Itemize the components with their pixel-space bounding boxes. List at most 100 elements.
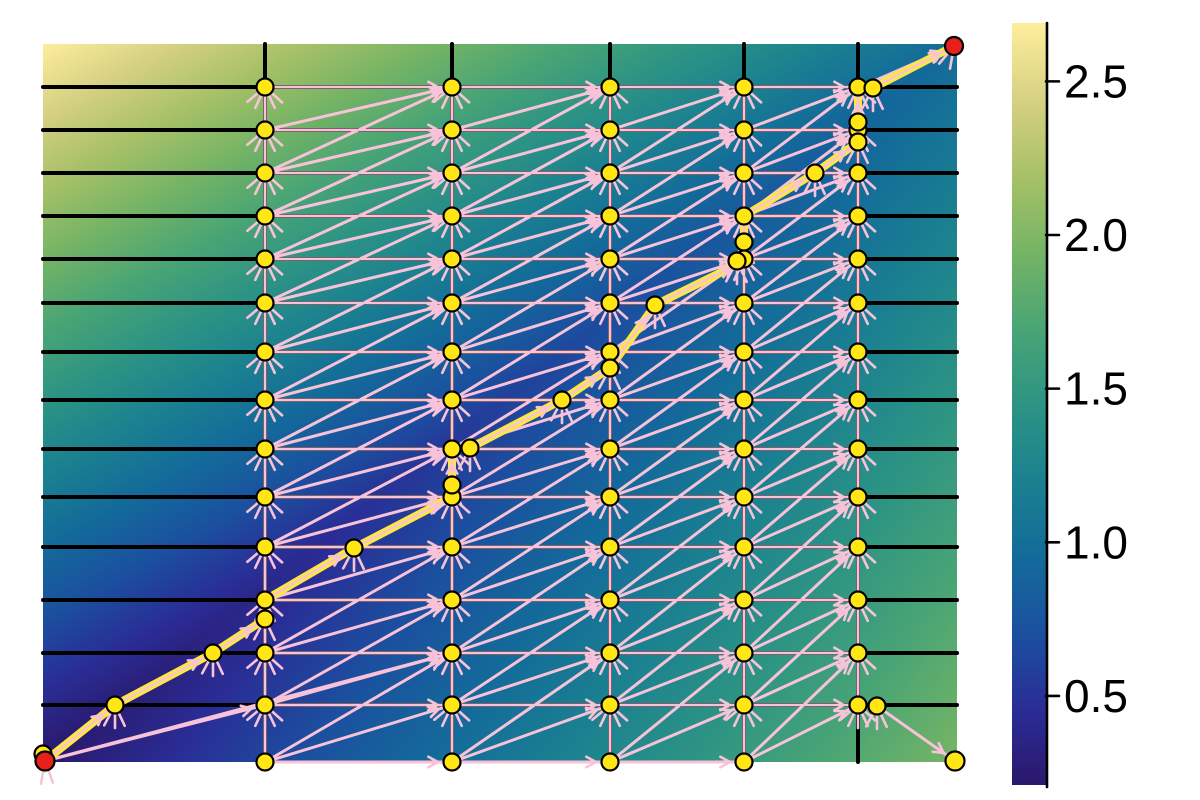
arrow-stub: [433, 657, 447, 670]
edge-arrowhead: [584, 303, 598, 309]
graph-edge: [263, 598, 454, 707]
arrow-stub: [863, 220, 877, 233]
arrow-stub: [725, 356, 739, 369]
graph-node: [863, 78, 883, 98]
edge-arrowhead: [834, 180, 849, 185]
graph-edge: [742, 257, 860, 354]
graph-node: [255, 206, 275, 226]
arrow-stub: [725, 220, 739, 233]
edge-arrowhead: [833, 703, 846, 712]
edge-arrowhead: [718, 216, 732, 222]
arrow-stub: [457, 404, 471, 417]
edge-arrowhead: [720, 504, 735, 509]
arrow-stub: [267, 711, 277, 728]
graph-node: [848, 293, 868, 313]
graph-edge: [608, 85, 746, 175]
arrow-stub: [860, 94, 871, 110]
edge-arrowhead: [584, 375, 598, 380]
arrow-stub: [863, 657, 877, 670]
edge-arrowhead: [842, 555, 850, 569]
edge-arrowhead: [719, 442, 732, 451]
graph-node: [442, 249, 462, 269]
arrow-stub: [860, 553, 870, 570]
arrow-stub: [875, 94, 885, 111]
edge-arrowhead: [584, 129, 598, 135]
arrow-stub: [615, 604, 629, 617]
arrow-stub: [846, 503, 856, 520]
graph-node: [600, 487, 620, 507]
arrow-stub: [270, 501, 284, 514]
graph-edge: [263, 301, 454, 402]
arrow-stub: [267, 222, 277, 239]
arrow-stub: [433, 307, 447, 320]
arrow-stub: [472, 454, 482, 471]
arrow-stub: [863, 307, 877, 320]
edge-arrowhead: [584, 497, 598, 503]
arrow-stub: [440, 222, 450, 239]
graph-edge: [608, 598, 746, 707]
arrow-stub: [549, 406, 560, 422]
arrow-stub: [270, 404, 284, 417]
graph-node: [600, 590, 620, 610]
arrow-stub: [246, 134, 260, 147]
graph-edge: [742, 545, 860, 655]
arrow-stub: [267, 503, 277, 520]
graph-edge: [608, 301, 746, 354]
graph-node: [600, 77, 620, 97]
arrow-stub: [598, 553, 608, 570]
arrow-stub: [267, 136, 277, 153]
arrow-stub: [440, 406, 450, 423]
edge-arrowhead: [719, 93, 734, 97]
graph-edge: [450, 598, 612, 707]
graph-edge: [608, 171, 746, 218]
edge-arrowhead: [429, 707, 440, 719]
arrow-stub: [591, 604, 605, 617]
graph-edge: [450, 495, 612, 549]
edge-arrowhead: [584, 215, 598, 221]
arrow-stub: [948, 53, 954, 70]
arrow-stub: [356, 554, 366, 571]
start-node: [34, 750, 56, 772]
arrow-stub: [440, 455, 450, 472]
edge-arrowhead: [429, 655, 440, 666]
arrow-stub: [863, 501, 877, 514]
edge-arrowhead: [718, 173, 732, 179]
edge-arrowhead: [191, 659, 201, 671]
arrow-stub: [457, 454, 468, 470]
graph-node: [848, 439, 868, 459]
edge-arrowhead: [427, 698, 440, 707]
arrow-stub: [457, 134, 471, 147]
graph-edge: [608, 85, 746, 132]
arrow-stub: [615, 263, 629, 276]
graph-edge: [742, 350, 860, 402]
graph-edge: [263, 257, 454, 354]
arrow-stub: [612, 606, 622, 623]
arrow-stub: [746, 406, 756, 423]
edge-arrowhead: [427, 442, 440, 451]
arrow-stub: [879, 712, 889, 729]
arrow-stub: [246, 453, 260, 466]
edge-arrowhead: [832, 403, 847, 407]
graph-node: [600, 439, 620, 459]
graph-edge: [263, 651, 454, 764]
arrow-stub: [454, 406, 464, 423]
edge-arrowhead: [242, 707, 253, 718]
arrow-stub: [732, 136, 742, 153]
arrow-stub: [746, 179, 756, 196]
edge-arrowhead: [833, 540, 846, 549]
edge-arrowhead: [427, 593, 440, 602]
arrow-stub: [246, 356, 260, 369]
arrow-stub: [440, 606, 450, 623]
arrow-stub: [839, 356, 853, 369]
arrow-stub: [267, 406, 277, 423]
arrow-stub: [246, 404, 260, 417]
edge-arrowhead: [718, 401, 733, 407]
arrow-stub: [739, 267, 749, 284]
edge-arrowhead: [426, 705, 440, 711]
graph-node: [442, 590, 462, 610]
edge-arrowhead: [426, 351, 440, 357]
arrow-stub: [732, 503, 742, 520]
edge-arrowhead: [427, 490, 440, 499]
arrow-stub: [863, 551, 877, 564]
arrow-stub: [253, 553, 263, 570]
